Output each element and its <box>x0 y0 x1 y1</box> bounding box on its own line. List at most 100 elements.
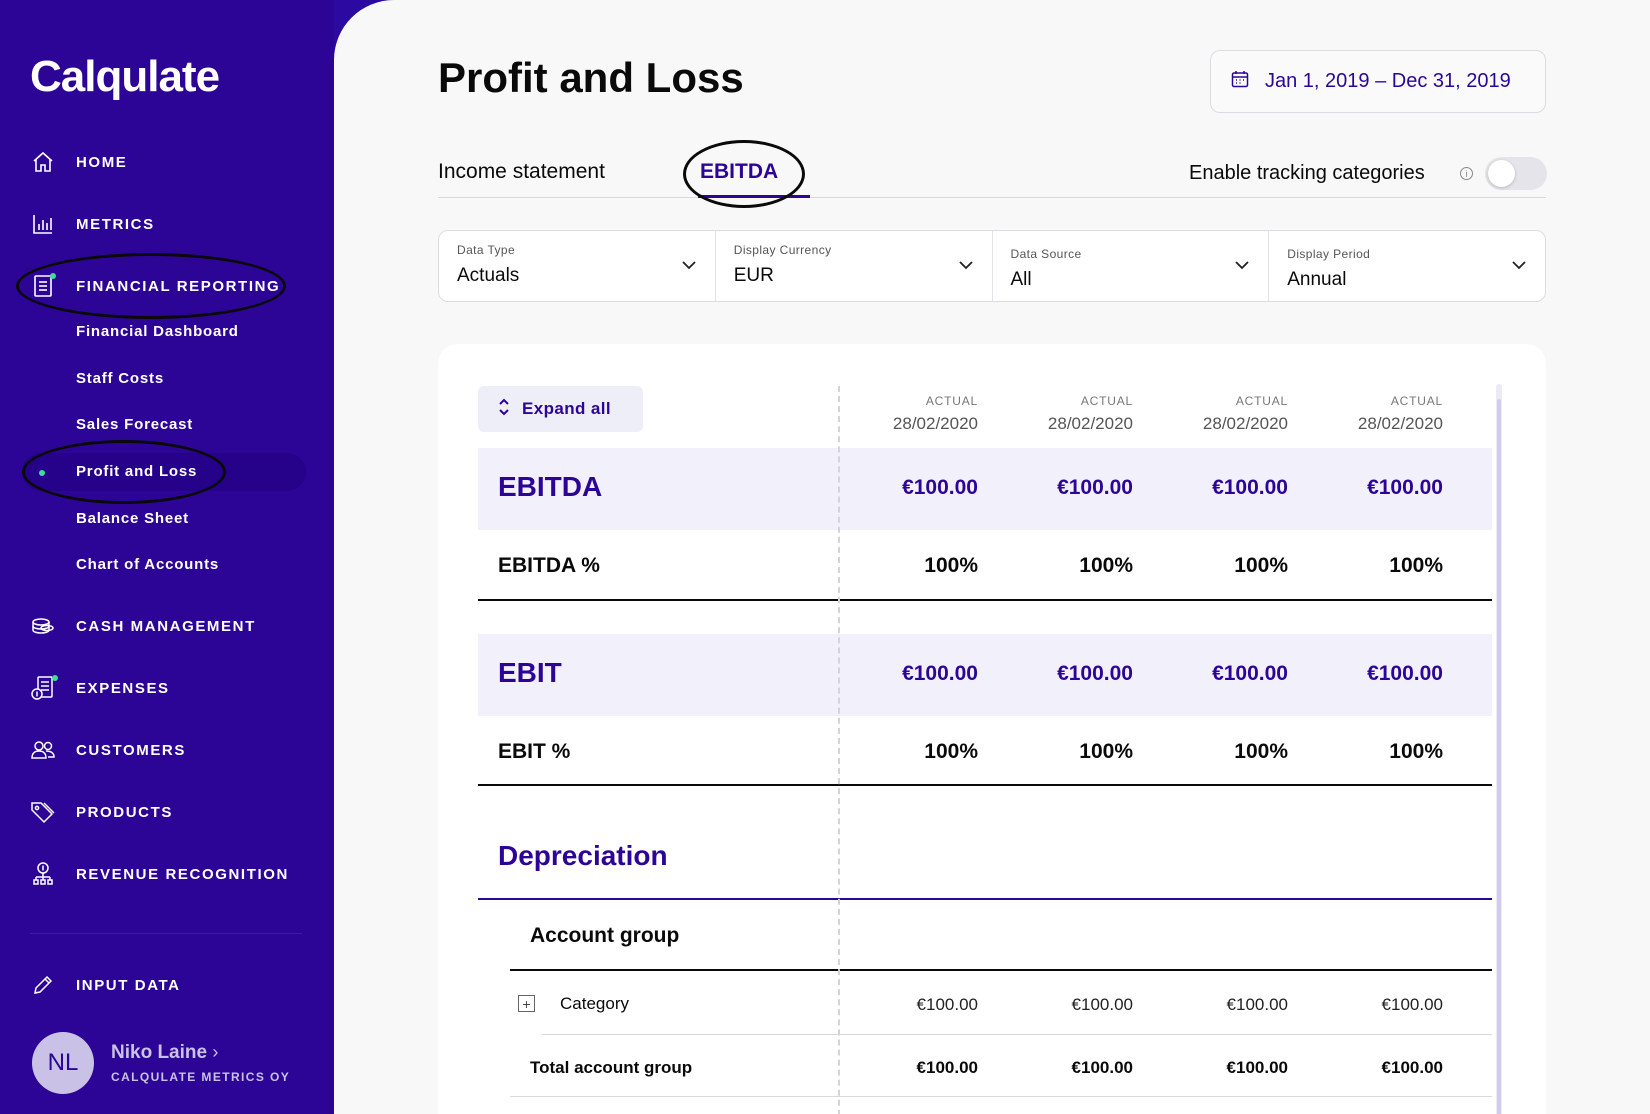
app-logo[interactable]: Calqulate <box>30 52 220 101</box>
avatar[interactable]: NL <box>32 1032 94 1094</box>
ebit-label: EBIT <box>498 657 562 688</box>
expand-collapse-icon <box>498 397 510 422</box>
info-icon[interactable]: i <box>1460 167 1473 180</box>
column-separator <box>838 386 840 1114</box>
tracking-categories-label: Enable tracking categories <box>1189 162 1425 184</box>
tag-icon <box>30 799 56 825</box>
sidebar-subitem-financial-dashboard[interactable]: Financial Dashboard <box>76 323 239 340</box>
column-kind: ACTUAL <box>1080 394 1133 408</box>
depreciation-label: Depreciation <box>498 840 668 871</box>
column-date: 28/02/2020 <box>1047 414 1133 433</box>
filter-value: Annual <box>1287 269 1347 290</box>
filter-value: All <box>1010 269 1032 290</box>
sidebar-item-label: INPUT DATA <box>76 976 181 994</box>
highlight-ellipse <box>22 440 226 504</box>
page-title: Profit and Loss <box>438 54 744 101</box>
sidebar-item-input-data[interactable]: INPUT DATA <box>30 965 181 1005</box>
column-date: 28/02/2020 <box>1202 414 1288 433</box>
display-period-select[interactable]: Display Period Annual <box>1269 231 1545 301</box>
sidebar-item-metrics[interactable]: METRICS <box>30 204 155 244</box>
category-value: €100.00 <box>916 995 978 1014</box>
sidebar-item-label: PRODUCTS <box>76 803 173 821</box>
sidebar-item-label: CUSTOMERS <box>76 741 186 759</box>
users-icon <box>30 737 56 763</box>
column-kind: ACTUAL <box>1390 394 1443 408</box>
total-account-group-value: €100.00 <box>1071 1058 1133 1077</box>
column-header: ACTUAL 28/02/2020 <box>1313 394 1443 434</box>
notification-dot <box>52 675 58 681</box>
tab-income-statement[interactable]: Income statement <box>438 160 605 183</box>
sidebar-subitem-balance-sheet[interactable]: Balance Sheet <box>76 510 189 527</box>
date-range-text: Jan 1, 2019 – Dec 31, 2019 <box>1265 70 1511 92</box>
sidebar-item-label: CASH MANAGEMENT <box>76 617 256 635</box>
sidebar-item-label: EXPENSES <box>76 679 170 697</box>
ebitda-value: €100.00 <box>1057 476 1133 499</box>
sidebar-item-products[interactable]: PRODUCTS <box>30 792 173 832</box>
sidebar-item-customers[interactable]: CUSTOMERS <box>30 730 186 770</box>
tabs-divider <box>438 197 1546 198</box>
calendar-icon <box>1231 70 1249 93</box>
expand-all-button[interactable]: Expand all <box>478 386 643 432</box>
column-header: ACTUAL 28/02/2020 <box>1158 394 1288 434</box>
ebitda-pct-label: EBITDA % <box>498 554 600 577</box>
pnl-table-card: Expand all ACTUAL 28/02/2020 ACTUAL 28/0… <box>438 344 1546 1114</box>
section-divider <box>510 969 1492 971</box>
ebit-pct-value: 100% <box>1389 740 1443 763</box>
expand-row-icon[interactable]: + <box>518 995 535 1012</box>
ebitda-value: €100.00 <box>1212 476 1288 499</box>
sidebar-item-home[interactable]: HOME <box>30 142 127 182</box>
sidebar-divider <box>30 933 302 934</box>
sidebar-item-label: METRICS <box>76 215 155 233</box>
receipt-icon <box>30 675 56 701</box>
toggle-knob <box>1488 160 1515 187</box>
sidebar-subitem-chart-of-accounts[interactable]: Chart of Accounts <box>76 556 220 573</box>
total-account-group-value: €100.00 <box>1226 1058 1288 1077</box>
user-name-text: Niko Laine <box>111 1042 208 1063</box>
display-currency-select[interactable]: Display Currency EUR <box>716 231 993 301</box>
scrollbar-thumb[interactable] <box>1497 399 1501 1114</box>
ebit-pct-value: 100% <box>924 740 978 763</box>
ebit-row <box>478 634 1492 716</box>
sidebar-item-expenses[interactable]: EXPENSES <box>30 668 170 708</box>
data-type-select[interactable]: Data Type Actuals <box>439 231 716 301</box>
date-range-picker[interactable]: Jan 1, 2019 – Dec 31, 2019 <box>1210 50 1546 113</box>
ebitda-row <box>478 448 1492 530</box>
ebitda-pct-value: 100% <box>1234 554 1288 577</box>
bar-chart-icon <box>30 211 56 237</box>
section-divider <box>478 898 1492 900</box>
ebitda-pct-value: 100% <box>924 554 978 577</box>
sidebar-item-revenue-recognition[interactable]: REVENUE RECOGNITION <box>30 854 289 894</box>
chevron-right-icon: › <box>212 1042 219 1062</box>
category-value: €100.00 <box>1071 995 1133 1014</box>
category-value: €100.00 <box>1226 995 1288 1014</box>
expand-all-label: Expand all <box>522 399 612 418</box>
total-account-group-value: €100.00 <box>1381 1058 1443 1077</box>
total-account-group-value: €100.00 <box>916 1058 978 1077</box>
chevron-down-icon <box>681 257 697 275</box>
ebit-pct-value: 100% <box>1234 740 1288 763</box>
sidebar-item-cash-management[interactable]: CASH MANAGEMENT <box>30 606 256 646</box>
row-divider <box>510 1096 1492 1097</box>
ebit-value: €100.00 <box>1212 662 1288 685</box>
highlight-ellipse <box>16 253 286 319</box>
sidebar-item-label: REVENUE RECOGNITION <box>76 865 289 883</box>
column-date: 28/02/2020 <box>1357 414 1443 433</box>
filter-label: Data Type <box>457 243 516 257</box>
data-source-select[interactable]: Data Source All <box>993 231 1270 301</box>
ebitda-value: €100.00 <box>1367 476 1443 499</box>
filter-label: Display Currency <box>733 243 832 257</box>
ebit-pct-value: 100% <box>1079 740 1133 763</box>
user-name[interactable]: Niko Laine › <box>111 1042 218 1064</box>
filter-label: Display Period <box>1287 247 1371 261</box>
filters-bar: Data Type Actuals Display Currency EUR D… <box>438 230 1546 302</box>
home-icon <box>30 149 56 175</box>
tracking-categories-toggle[interactable] <box>1485 157 1547 190</box>
ebitda-value: €100.00 <box>902 476 978 499</box>
sidebar-subitem-staff-costs[interactable]: Staff Costs <box>76 370 164 387</box>
sidebar-subitem-sales-forecast[interactable]: Sales Forecast <box>76 416 194 433</box>
filter-value: Actuals <box>457 265 520 286</box>
revenue-icon <box>30 861 56 887</box>
column-kind: ACTUAL <box>1235 394 1288 408</box>
section-divider <box>478 599 1492 601</box>
filter-label: Data Source <box>1010 247 1082 261</box>
